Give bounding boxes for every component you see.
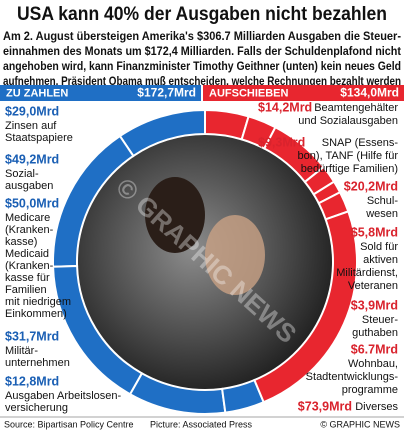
intro-line: Am 2. August übersteigen Amerika's $306.… [3, 31, 401, 43]
segment-label: ausgaben [5, 180, 53, 192]
intro-line: angehoben wird, kann Finanzminister Timo… [3, 61, 401, 73]
segment-label: Wohnbau, [348, 358, 398, 370]
segment-label: Schul- [367, 195, 399, 207]
segment [128, 372, 227, 415]
segment [220, 378, 265, 414]
value-label: $9,3Mrd [258, 135, 305, 149]
segment-label: Militärdienst, [336, 267, 398, 279]
value-label: $49,2Mrd [5, 152, 59, 166]
segment-label: Medicare [5, 212, 50, 224]
value-label: $29,0Mrd [5, 104, 59, 118]
segment-label: Steuer- [362, 314, 398, 326]
value-label: $20,2Mrd [344, 179, 398, 193]
segment-label: bon), TANF (Hilfe für [298, 150, 399, 162]
value-label: $12,8Mrd [5, 374, 59, 388]
value-label: $73,9Mrd [298, 399, 352, 413]
defer-total: $134,0Mrd [340, 86, 399, 100]
segment-label: kasse für [5, 272, 50, 284]
photo-head [145, 177, 205, 253]
defer-header [203, 85, 404, 101]
ring [52, 108, 358, 415]
segment-label: Staatspapiere [5, 132, 73, 144]
title: USA kann 40% der Ausgaben nicht bezahlen [17, 4, 387, 25]
pay-total: $172,7Mrd [137, 86, 196, 100]
segment-label: aktiven [363, 254, 398, 266]
segment-label: (Kranken- [5, 224, 54, 236]
segment-label: Zinsen auf [5, 120, 57, 132]
segment [52, 134, 135, 268]
segment-label: kasse) [5, 236, 37, 248]
segment-label: Ausgaben Arbeitslosen- [5, 390, 122, 402]
segment-label: Stadtentwicklungs- [306, 371, 399, 383]
segment-label: unternehmen [5, 357, 70, 369]
footer-credit: © GRAPHIC NEWS [320, 419, 400, 429]
segment-label: Beamtengehälter [314, 102, 398, 114]
segment-label: Einkommen) [5, 308, 67, 320]
segment-label: mit niedrigem [5, 296, 71, 308]
pay-header [0, 85, 201, 101]
segment-label: bedürftige Familien) [301, 163, 398, 175]
value-label: $6.7Mrd [351, 342, 398, 356]
segment-label: Diverses [355, 401, 398, 413]
segment-label: programme [342, 384, 398, 396]
segment-label: Militär- [5, 345, 38, 357]
value-label: $31,7Mrd [5, 329, 59, 343]
footer-picture: Picture: Associated Press [150, 419, 253, 429]
segment-label: Medicaid [5, 248, 49, 260]
segment-label: wesen [365, 208, 398, 220]
pay-heading: ZU ZAHLEN [6, 87, 68, 99]
segment-label: (Kranken- [5, 260, 54, 272]
segment-label: guthaben [352, 327, 398, 339]
segment [52, 264, 144, 396]
segment-label: Veteranen [348, 280, 398, 292]
value-label: $5,8Mrd [351, 225, 398, 239]
segment-label: Sozial- [5, 168, 39, 180]
intro: Am 2. August übersteigen Amerika's $306.… [3, 31, 401, 88]
photo-head [205, 215, 265, 295]
intro-line: einnahmen des Monats um $172,4 Milliarde… [3, 46, 401, 58]
value-label: $14,2Mrd [258, 100, 312, 114]
photo [77, 134, 333, 390]
segment-label: versicherung [5, 402, 68, 414]
value-label: $50,0Mrd [5, 196, 59, 210]
defer-heading: AUFSCHIEBEN [209, 87, 289, 99]
segment [253, 210, 358, 404]
footer-source: Source: Bipartisan Policy Centre [4, 419, 134, 429]
segment-label: Sold für [360, 241, 398, 253]
segment-label: und Sozialausgaben [298, 115, 398, 127]
value-label: $3,9Mrd [351, 298, 398, 312]
segment-label: Familien [5, 284, 47, 296]
segment-label: SNAP (Essens- [322, 137, 399, 149]
